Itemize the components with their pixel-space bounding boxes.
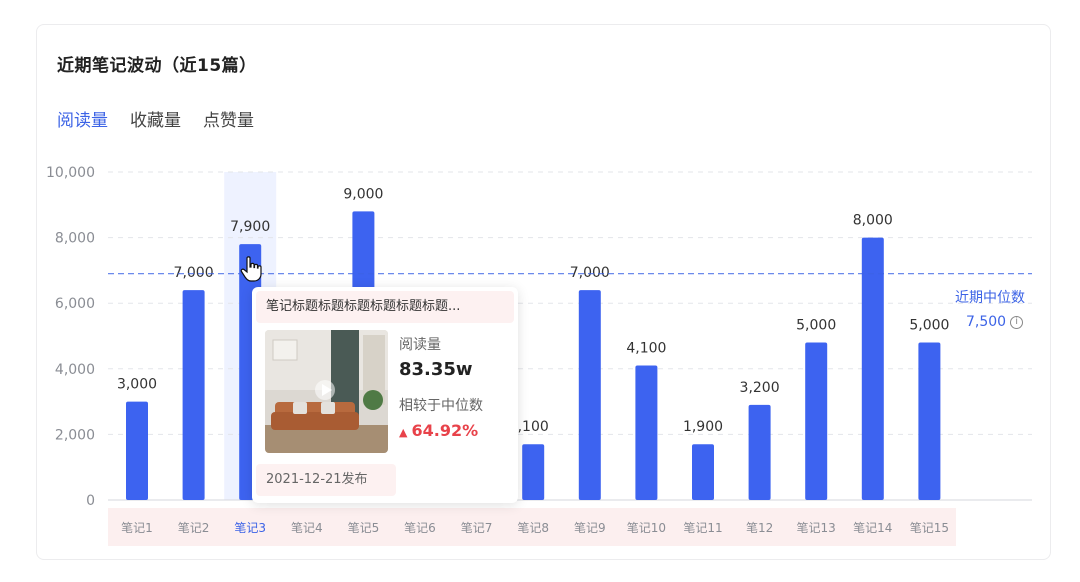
x-category-label[interactable]: 笔记2	[178, 520, 210, 535]
median-value-row: 7,500 i	[966, 314, 1024, 330]
x-category-label[interactable]: 笔记6	[404, 520, 436, 535]
x-category-label[interactable]: 笔记10	[627, 520, 666, 535]
bar[interactable]	[861, 237, 884, 500]
tab-like-count[interactable]: 点赞量	[203, 111, 254, 131]
up-arrow-icon: ▲	[399, 426, 408, 439]
y-tick-label: 10,000	[46, 165, 95, 181]
x-category-label[interactable]: 笔记5	[348, 520, 380, 535]
bar[interactable]	[748, 404, 771, 500]
note-tooltip: 笔记标题标题标题标题标题标题... 阅读量 83.35w 相较于中位数 ▲ 64.…	[252, 287, 518, 503]
data-label: ,100	[518, 419, 549, 435]
x-category-label[interactable]: 笔记9	[574, 520, 606, 535]
data-label: 5,000	[909, 318, 949, 334]
y-tick-label: 6,000	[55, 296, 95, 312]
tooltip-compare-value: 64.92%	[411, 421, 479, 440]
tab-favorite-count[interactable]: 收藏量	[130, 111, 181, 131]
living-room-image	[265, 330, 388, 453]
tooltip-metric-value: 83.35w	[399, 359, 473, 380]
x-category-label[interactable]: 笔记13	[797, 520, 836, 535]
x-axis-band	[108, 508, 956, 546]
x-category-label[interactable]: 笔记1	[121, 520, 153, 535]
x-category-label[interactable]: 笔记3	[234, 520, 266, 535]
y-tick-label: 4,000	[55, 362, 95, 378]
bar[interactable]	[635, 365, 658, 500]
x-category-label[interactable]: 笔记4	[291, 520, 323, 535]
bar[interactable]	[692, 444, 714, 500]
x-category-label[interactable]: 笔记11	[683, 520, 722, 535]
tooltip-compare-row: ▲ 64.92%	[399, 421, 478, 440]
note-thumbnail[interactable]	[265, 330, 388, 453]
bar[interactable]	[182, 290, 205, 500]
bar[interactable]	[578, 290, 601, 500]
data-label: 8,000	[853, 213, 893, 229]
metric-tabs: 阅读量 收藏量 点赞量	[57, 106, 254, 131]
y-tick-label: 8,000	[55, 231, 95, 247]
tooltip-title: 笔记标题标题标题标题标题标题...	[256, 291, 514, 323]
data-label: 9,000	[343, 186, 383, 202]
y-tick-label: 2,000	[55, 427, 95, 443]
tooltip-compare-label: 相较于中位数	[399, 398, 483, 414]
median-value: 7,500	[966, 314, 1007, 330]
data-label: 3,200	[740, 380, 780, 396]
card-title: 近期笔记波动（近15篇）	[57, 56, 257, 76]
tooltip-metric-label: 阅读量	[399, 337, 441, 353]
x-category-label[interactable]: 笔记14	[853, 520, 892, 535]
tab-read-count[interactable]: 阅读量	[57, 111, 108, 131]
bar[interactable]	[918, 342, 941, 500]
x-category-label[interactable]: 笔记8	[517, 520, 549, 535]
info-icon[interactable]: i	[1010, 315, 1024, 329]
data-label: 3,000	[117, 377, 157, 393]
data-label: 7,900	[230, 219, 270, 235]
data-label: 4,100	[626, 341, 666, 357]
data-label: 5,000	[796, 318, 836, 334]
x-category-label[interactable]: 笔记15	[910, 520, 949, 535]
bar[interactable]	[805, 342, 828, 500]
tooltip-date: 2021-12-21发布	[256, 464, 396, 496]
data-label: 1,900	[683, 419, 723, 435]
x-category-label[interactable]: 笔记7	[461, 520, 493, 535]
bar[interactable]	[126, 401, 148, 500]
bar[interactable]	[522, 444, 545, 500]
x-category-label[interactable]: 笔12	[746, 520, 773, 535]
median-label: 近期中位数	[955, 290, 1025, 306]
y-tick-label: 0	[86, 493, 95, 509]
hand-pointer-icon	[240, 256, 262, 282]
